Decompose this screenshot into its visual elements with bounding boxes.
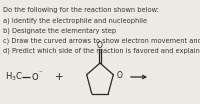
- Text: b) Designate the elementary step: b) Designate the elementary step: [3, 28, 116, 35]
- Text: a) Identify the electrophile and nucleophile: a) Identify the electrophile and nucleop…: [3, 18, 147, 25]
- Text: c) Draw the curved arrows to show electron movement and predict the product(s): c) Draw the curved arrows to show electr…: [3, 38, 200, 45]
- Text: d) Predict which side of the reaction is favored and explain why: d) Predict which side of the reaction is…: [3, 48, 200, 54]
- Text: O: O: [116, 71, 122, 80]
- Text: ⁻: ⁻: [39, 71, 43, 77]
- Text: O: O: [31, 72, 38, 82]
- Text: +: +: [55, 72, 64, 82]
- Text: O: O: [97, 40, 103, 50]
- Text: Do the following for the reaction shown below:: Do the following for the reaction shown …: [3, 7, 159, 13]
- Text: H$_3$C: H$_3$C: [5, 71, 23, 83]
